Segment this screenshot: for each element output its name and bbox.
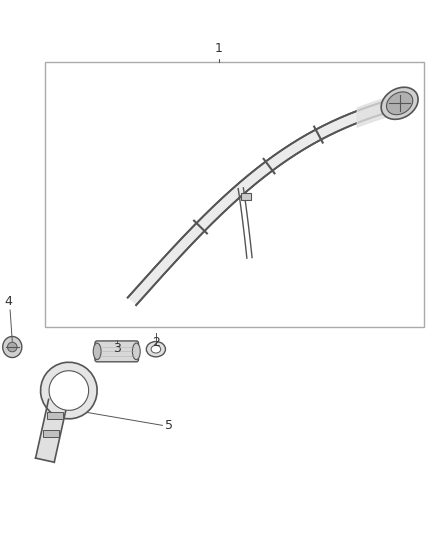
Ellipse shape <box>93 343 101 360</box>
Text: 1: 1 <box>215 43 223 55</box>
Text: 2: 2 <box>152 336 160 349</box>
Ellipse shape <box>151 345 161 353</box>
Polygon shape <box>128 95 408 305</box>
Ellipse shape <box>146 342 166 357</box>
Ellipse shape <box>7 342 17 352</box>
Bar <box>47 412 63 419</box>
Ellipse shape <box>41 362 97 419</box>
FancyBboxPatch shape <box>45 62 424 327</box>
Bar <box>241 193 251 200</box>
Text: 4: 4 <box>4 295 12 308</box>
Ellipse shape <box>386 92 413 115</box>
Ellipse shape <box>3 336 22 358</box>
Ellipse shape <box>49 371 88 410</box>
Bar <box>43 430 59 437</box>
Text: 5: 5 <box>165 419 173 432</box>
Polygon shape <box>35 399 67 462</box>
Ellipse shape <box>132 343 140 360</box>
Text: 3: 3 <box>113 342 120 355</box>
FancyBboxPatch shape <box>95 341 138 362</box>
Ellipse shape <box>381 87 418 119</box>
